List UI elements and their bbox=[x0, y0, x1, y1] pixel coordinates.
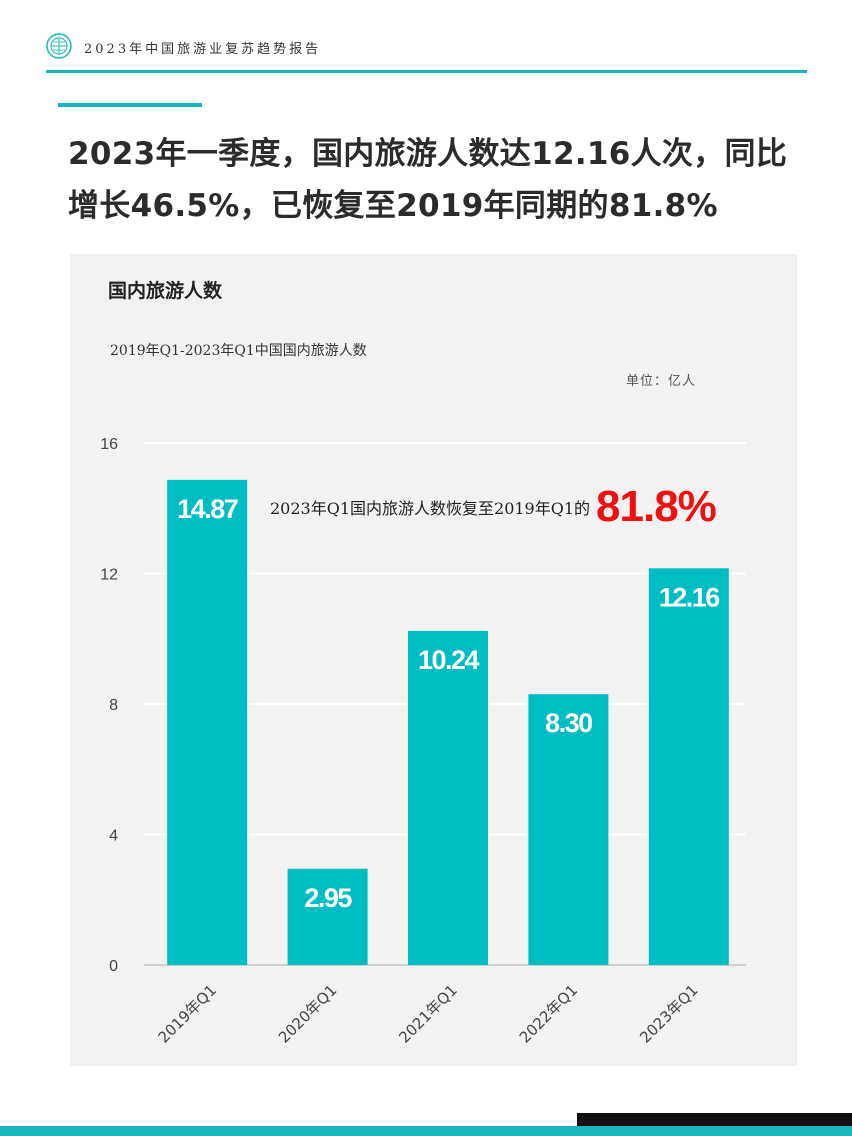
recovery-annotation: 2023年Q1国内旅游人数恢复至2019年Q1的 81.8% bbox=[270, 482, 717, 532]
footer-bar-black bbox=[577, 1113, 852, 1126]
bar bbox=[408, 630, 488, 965]
annotation-text: 2023年Q1国内旅游人数恢复至2019年Q1的 bbox=[270, 499, 591, 518]
bar bbox=[287, 868, 368, 965]
bar bbox=[167, 479, 248, 965]
x-tick-label: 2022年Q1 bbox=[516, 981, 581, 1046]
report-header: 2023年中国旅游业复苏趋势报告 bbox=[46, 30, 807, 73]
bar-chart: 0 4 8 12 16 14.87 2019年Q1 2.95 2020年Q1 10.24 2021年… bbox=[100, 436, 746, 1047]
x-tick-label: 2021年Q1 bbox=[395, 981, 460, 1046]
y-tick-label: 16 bbox=[100, 436, 118, 453]
annotation-percentage: 81.8% bbox=[596, 482, 717, 531]
bar-value-label: 14.87 bbox=[177, 494, 238, 524]
globe-logo-icon bbox=[46, 33, 72, 59]
y-tick-label: 8 bbox=[109, 697, 118, 714]
x-tick-label: 2020年Q1 bbox=[275, 981, 340, 1046]
footer-bar-teal bbox=[0, 1126, 852, 1136]
bar-value-label: 8.30 bbox=[545, 708, 592, 738]
report-title: 2023年中国旅游业复苏趋势报告 bbox=[84, 42, 322, 57]
chart-subtitle: 2019年Q1-2023年Q1中国国内旅游人数 bbox=[110, 343, 367, 359]
x-tick-label: 2019年Q1 bbox=[155, 981, 220, 1046]
bar-value-label: 12.16 bbox=[659, 582, 721, 612]
page-headline: 2023年一季度，国内旅游人数达12.16人次，同比增长46.5%，已恢复至20… bbox=[68, 136, 788, 224]
y-tick-label: 12 bbox=[100, 567, 118, 584]
bar bbox=[528, 694, 609, 965]
bar-value-label: 2.95 bbox=[304, 883, 352, 913]
chart-title: 国内旅游人数 bbox=[108, 280, 223, 302]
chart-panel: 国内旅游人数 2019年Q1-2023年Q1中国国内旅游人数 单位：亿人 0 4 8… bbox=[70, 254, 797, 1066]
accent-divider bbox=[58, 103, 202, 107]
chart-unit-label: 单位：亿人 bbox=[626, 374, 697, 389]
y-tick-label: 0 bbox=[109, 958, 118, 975]
y-tick-label: 4 bbox=[109, 828, 118, 845]
bar-value-label: 10.24 bbox=[418, 645, 480, 675]
x-tick-label: 2023年Q1 bbox=[636, 981, 701, 1046]
bar bbox=[648, 568, 729, 965]
